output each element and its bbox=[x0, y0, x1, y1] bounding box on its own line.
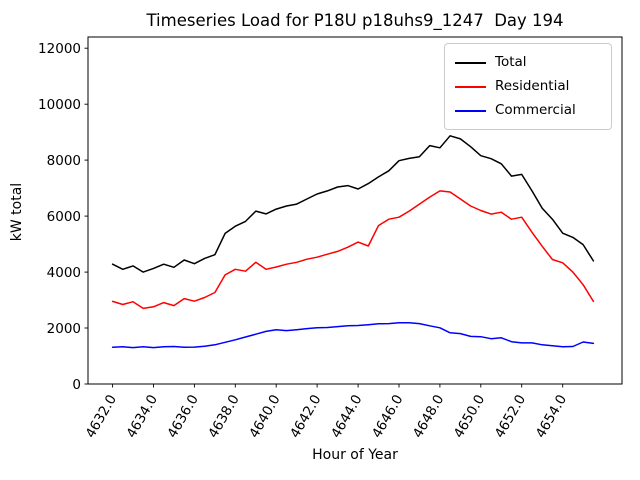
y-tick-label: 12000 bbox=[38, 41, 81, 57]
y-tick-label: 4000 bbox=[47, 265, 81, 281]
legend-item-total: Total bbox=[455, 51, 601, 75]
x-tick-label: 4640.0 bbox=[246, 392, 283, 441]
series-line-residential bbox=[111, 190, 595, 310]
legend-item-residential: Residential bbox=[455, 75, 601, 99]
commercial-line-swatch bbox=[455, 110, 486, 112]
x-tick-label: 4634.0 bbox=[123, 392, 160, 441]
x-tick-label: 4646.0 bbox=[369, 392, 406, 441]
legend-item-commercial: Commercial bbox=[455, 99, 601, 123]
chart-title: Timeseries Load for P18U p18uhs9_1247 Da… bbox=[146, 11, 564, 30]
y-tick-label: 8000 bbox=[47, 153, 81, 169]
x-tick-label: 4652.0 bbox=[492, 392, 529, 441]
y-axis-label: kW total bbox=[9, 182, 25, 242]
y-tick-label: 0 bbox=[72, 377, 81, 393]
x-tick-label: 4636.0 bbox=[164, 392, 201, 441]
x-tick-label: 4644.0 bbox=[328, 392, 365, 441]
legend-label-commercial: Commercial bbox=[495, 102, 576, 119]
plot-border bbox=[87, 36, 623, 385]
legend-label-residential: Residential bbox=[495, 78, 570, 95]
legend: Total Residential Commercial bbox=[444, 43, 612, 130]
x-tick-label: 4654.0 bbox=[533, 392, 570, 441]
legend-label-total: Total bbox=[495, 54, 527, 71]
series-line-commercial bbox=[111, 321, 595, 349]
y-tick-label: 2000 bbox=[47, 321, 81, 337]
residential-line-swatch bbox=[455, 86, 486, 88]
x-tick-label: 4642.0 bbox=[287, 392, 324, 441]
x-axis-label: Hour of Year bbox=[312, 447, 398, 463]
x-tick-label: 4650.0 bbox=[451, 392, 488, 441]
x-tick-label: 4648.0 bbox=[410, 392, 447, 441]
y-tick-label: 10000 bbox=[38, 97, 81, 113]
y-tick-label: 6000 bbox=[47, 209, 81, 225]
total-line-swatch bbox=[455, 62, 486, 64]
x-tick-label: 4632.0 bbox=[83, 392, 120, 441]
x-tick-label: 4638.0 bbox=[205, 392, 242, 441]
series-line-total bbox=[111, 135, 595, 273]
